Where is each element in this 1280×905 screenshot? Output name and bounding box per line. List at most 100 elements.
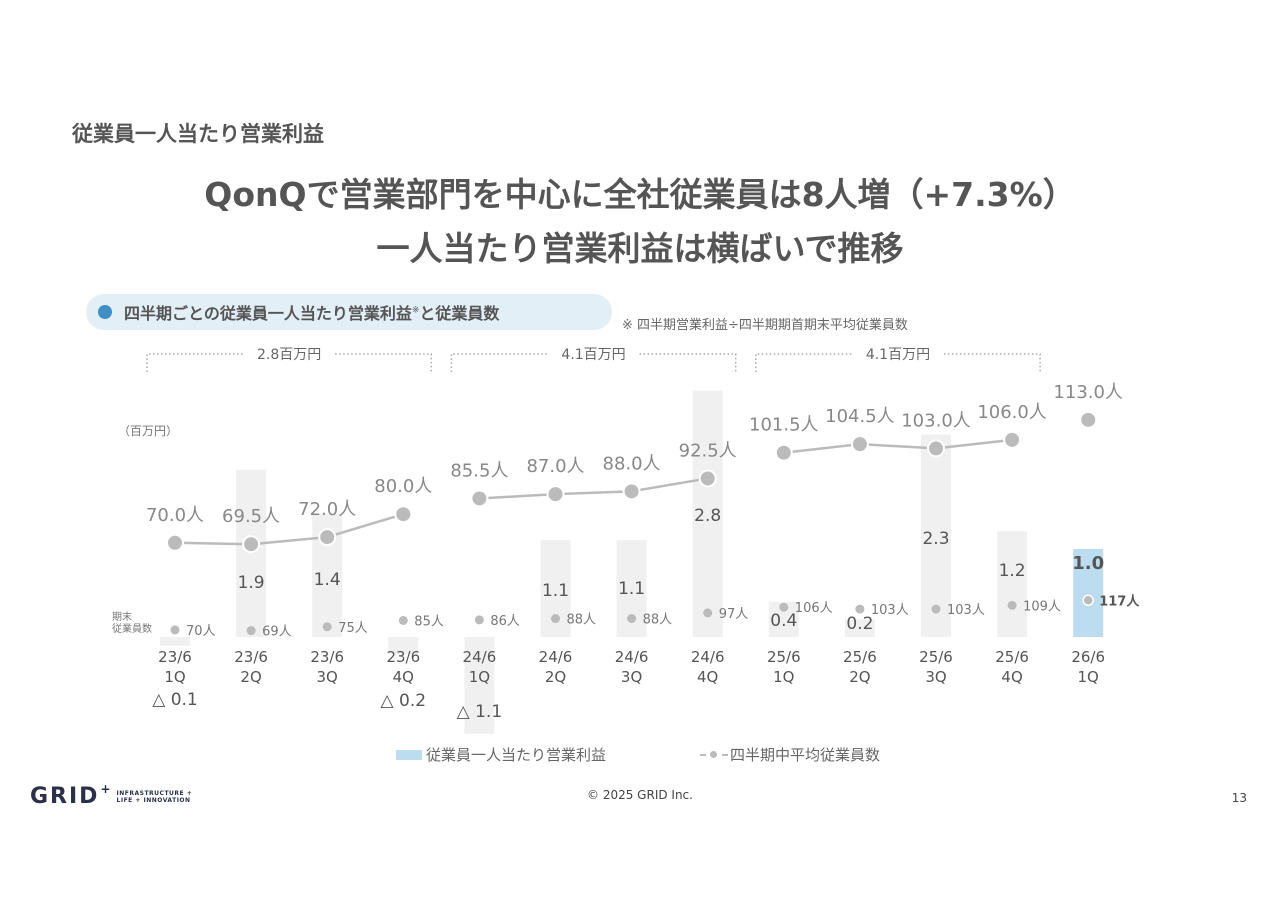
avg-employee-point bbox=[166, 533, 184, 552]
x-tick-label: 2Q bbox=[849, 668, 870, 686]
chart-header-pill: 四半期ごとの従業員一人当たり営業利益※と従業員数 bbox=[86, 294, 612, 330]
avg-employee-point bbox=[698, 469, 717, 488]
bullet-dot-icon bbox=[98, 305, 112, 319]
annual-bracket bbox=[755, 353, 1041, 372]
avg-employee-label: 104.5人 bbox=[825, 406, 895, 427]
chart-header-sup: ※ bbox=[411, 305, 420, 316]
x-tick-label: 4Q bbox=[1001, 668, 1022, 686]
end-employee-caption: 期末 bbox=[112, 610, 132, 623]
bar-value-label: 2.3 bbox=[922, 529, 949, 549]
x-tick-label: 26/6 bbox=[1071, 648, 1105, 666]
x-tick-label: 25/6 bbox=[919, 648, 953, 666]
bar-value-label: △ 1.1 bbox=[457, 702, 503, 722]
annual-total-label: 4.1百万円 bbox=[866, 347, 930, 363]
x-tick-label: 1Q bbox=[773, 668, 794, 686]
chart-header-text: 四半期ごとの従業員一人当たり営業利益 bbox=[124, 304, 412, 323]
company-logo: GRID + INFRASTRUCTURE + LIFE + INNOVATIO… bbox=[30, 782, 193, 810]
end-employee-point bbox=[474, 615, 484, 625]
bar bbox=[388, 637, 419, 655]
avg-employee-point bbox=[318, 528, 337, 547]
end-employee-point bbox=[398, 615, 408, 625]
x-tick-label: 1Q bbox=[164, 668, 185, 686]
chart-svg: （百万円） 2.8百万円 4.1百万円 4.1百万円 △ 0.1 1.9 1.4 △ 0.2 △… bbox=[112, 347, 1140, 734]
bar-value-label: 0.4 bbox=[770, 611, 797, 631]
end-employee-point bbox=[855, 604, 865, 614]
avg-employee-line bbox=[783, 438, 1013, 454]
legend-item-bar: 従業員一人当たり営業利益 bbox=[396, 744, 606, 765]
headline-line-2: 一人当たり営業利益は横ばいで推移 bbox=[376, 229, 904, 268]
x-tick-label: 23/6 bbox=[386, 648, 420, 666]
bar bbox=[1073, 549, 1104, 637]
avg-employee-label: 88.0人 bbox=[603, 453, 661, 474]
section-title: 従業員一人当たり営業利益 bbox=[72, 122, 324, 146]
end-employee-point bbox=[1082, 594, 1094, 607]
avg-employee-point bbox=[470, 489, 489, 508]
legend-bar-label: 従業員一人当たり営業利益 bbox=[426, 746, 607, 764]
end-employee-label: 69人 bbox=[262, 625, 292, 640]
end-employee-label: 88人 bbox=[643, 613, 673, 628]
end-employee-label: 86人 bbox=[490, 614, 520, 629]
end-employee-point bbox=[551, 614, 560, 624]
logo-tagline-2: LIFE + INNOVATION bbox=[116, 796, 191, 804]
chart-footnote: ※ 四半期営業利益÷四半期期首期末平均従業員数 bbox=[622, 318, 908, 333]
avg-employee-label: 85.5人 bbox=[450, 460, 508, 481]
avg-employee-label: 87.0人 bbox=[526, 456, 584, 477]
annual-bracket bbox=[450, 353, 737, 372]
bar-value-label: 1.2 bbox=[999, 561, 1026, 581]
avg-employee-point bbox=[242, 535, 261, 554]
logo-tagline-1: INFRASTRUCTURE + bbox=[116, 789, 193, 797]
end-employee-point bbox=[1007, 600, 1017, 610]
x-tick-label: 23/6 bbox=[310, 648, 344, 666]
bar-value-label: 0.2 bbox=[846, 614, 873, 634]
avg-employee-point bbox=[774, 443, 793, 462]
end-employee-label: 88人 bbox=[567, 613, 597, 628]
bar-value-label: 1.1 bbox=[618, 579, 645, 599]
end-employee-label: 85人 bbox=[414, 614, 444, 629]
avg-employee-label: 106.0人 bbox=[977, 402, 1047, 423]
avg-employee-label: 69.5人 bbox=[222, 506, 280, 527]
legend-bar-swatch bbox=[396, 749, 422, 760]
x-tick-label: 23/6 bbox=[158, 648, 192, 666]
avg-employee-point bbox=[546, 485, 565, 504]
x-tick-label: 25/6 bbox=[767, 648, 801, 666]
x-tick-label: 24/6 bbox=[539, 648, 573, 666]
bar bbox=[692, 390, 723, 637]
bar bbox=[844, 619, 875, 637]
end-employee-point bbox=[322, 622, 332, 632]
end-employee-label: 97人 bbox=[719, 607, 749, 622]
end-employee-label: 117人 bbox=[1099, 593, 1140, 609]
avg-employee-point bbox=[622, 482, 641, 501]
end-employee-point bbox=[931, 604, 941, 614]
x-tick-label: 1Q bbox=[469, 668, 490, 686]
bar bbox=[236, 469, 267, 637]
bar-value-label: 1.0 bbox=[1072, 553, 1104, 574]
end-employee-point bbox=[703, 608, 713, 618]
legend: 従業員一人当たり営業利益 四半期中平均従業員数 bbox=[396, 744, 956, 768]
end-employee-label: 75人 bbox=[338, 621, 368, 636]
x-tick-label: 3Q bbox=[621, 668, 642, 686]
avg-employee-label: 113.0人 bbox=[1053, 382, 1123, 403]
logo-wordmark: GRID bbox=[30, 784, 100, 809]
end-employee-label: 106人 bbox=[795, 601, 833, 616]
headline-line-1: QonQで営業部門を中心に全社従業員は8人増（+7.3%） bbox=[204, 175, 1076, 214]
avg-employee-label: 103.0人 bbox=[901, 410, 971, 431]
x-tick-label: 1Q bbox=[1078, 668, 1099, 686]
avg-employee-label: 70.0人 bbox=[146, 505, 204, 526]
avg-employee-label: 72.0人 bbox=[298, 499, 356, 520]
chart-header-suffix: と従業員数 bbox=[419, 304, 500, 323]
annual-total-label: 2.8百万円 bbox=[257, 347, 321, 363]
annual-bracket bbox=[146, 353, 433, 372]
end-employee-label: 70人 bbox=[186, 624, 216, 639]
avg-employee-point bbox=[1079, 410, 1098, 429]
bar bbox=[160, 637, 190, 646]
bar-value-label: 1.4 bbox=[314, 570, 341, 590]
x-tick-label: 2Q bbox=[240, 668, 261, 686]
avg-employee-line bbox=[479, 477, 708, 500]
avg-employee-label: 92.5人 bbox=[679, 440, 737, 461]
end-employee-point bbox=[779, 602, 789, 612]
bar bbox=[921, 434, 951, 637]
end-employee-point bbox=[246, 626, 256, 636]
x-tick-label: 25/6 bbox=[843, 648, 877, 666]
x-tick-label: 4Q bbox=[697, 668, 718, 686]
logo-tagline: INFRASTRUCTURE + LIFE + INNOVATION bbox=[117, 790, 193, 804]
